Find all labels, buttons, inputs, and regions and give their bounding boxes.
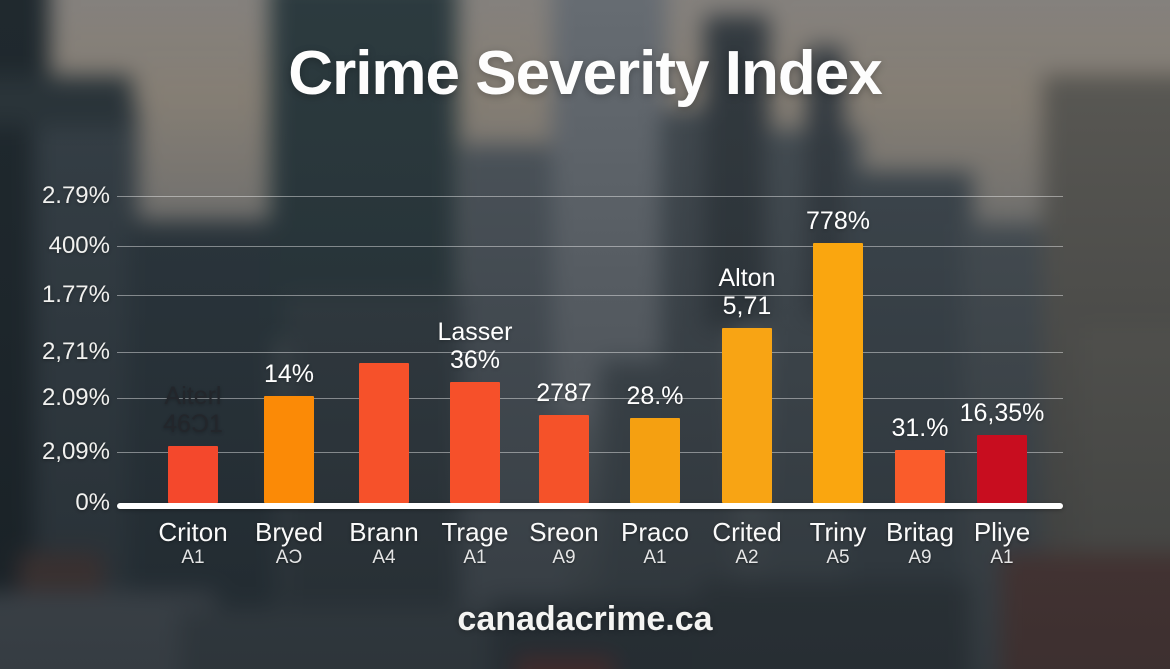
bar [450, 382, 500, 503]
y-gridline [117, 352, 1063, 353]
y-axis-tick-label: 0% [75, 489, 110, 516]
bar-value-label: Aiterl 46Ɔ1 [163, 382, 223, 438]
bar [359, 363, 409, 503]
x-axis-sub-label: A9 [908, 547, 932, 568]
bar-value-label: 2787 [536, 379, 592, 407]
x-axis-category-label: Sreon [529, 517, 599, 547]
bar-value-label: Alton 5,71 [718, 264, 776, 320]
y-gridline [117, 398, 1063, 399]
y-axis-tick-label: 2.79% [41, 182, 110, 209]
x-axis-sub-label: A1 [990, 547, 1014, 568]
y-gridline [117, 196, 1063, 197]
y-axis-tick-label: 1.77% [41, 281, 110, 308]
bar-value-label: Lasser 36% [437, 318, 513, 374]
bar-value-label: 31.% [891, 414, 949, 442]
x-axis-category-label: Pliye [973, 517, 1031, 547]
footer-watermark: canadacrime.ca [457, 600, 713, 638]
x-axis-category-label: Bryed [255, 517, 323, 547]
x-axis-sub-label: A5 [826, 547, 850, 568]
y-axis-tick-label: 400% [48, 232, 110, 259]
x-axis-sub-label: AƆ [275, 547, 303, 568]
x-axis-sub-label: A2 [735, 547, 759, 568]
x-axis-sub-label: A1 [463, 547, 487, 568]
bar-value-label: 778% [806, 207, 870, 235]
y-axis-tick-label: 2,09% [41, 438, 110, 465]
page-title: Crime Severity Index [288, 39, 882, 108]
x-axis-sub-label: A1 [643, 547, 667, 568]
bar-value-label: 14% [263, 360, 315, 388]
x-axis-category-label: Criton [158, 517, 228, 547]
bar-value-label: 16,35% [959, 399, 1045, 427]
x-axis-sub-label: A1 [181, 547, 205, 568]
bar-value-label: 28.% [626, 382, 684, 410]
x-axis-category-label: Triny [809, 517, 867, 547]
bar [168, 446, 218, 503]
y-axis-tick-label: 2.09% [41, 384, 110, 411]
bar [722, 328, 772, 503]
bar [264, 396, 314, 503]
x-axis-sub-label: A9 [552, 547, 576, 568]
y-gridline [117, 295, 1063, 296]
y-gridline [117, 246, 1063, 247]
x-axis-category-label: Trage [441, 517, 509, 547]
bar [813, 243, 863, 503]
bar [539, 415, 589, 503]
bar [630, 418, 680, 503]
x-axis-category-label: Crited [712, 517, 782, 547]
y-axis-tick-label: 2,71% [41, 338, 110, 365]
y-gridline [117, 452, 1063, 453]
x-axis-sub-label: A4 [372, 547, 396, 568]
x-axis-category-label: Britag [886, 517, 954, 547]
x-axis-category-label: Brann [349, 517, 419, 547]
bar [977, 435, 1027, 503]
bar [895, 450, 945, 503]
x-axis-category-label: Praco [621, 517, 689, 547]
x-axis-line [117, 503, 1063, 509]
